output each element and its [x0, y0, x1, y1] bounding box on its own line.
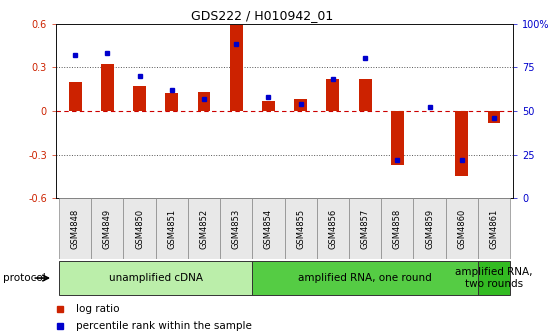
Text: GSM4849: GSM4849: [103, 208, 112, 249]
Bar: [326, 79, 339, 111]
Bar: [478, 198, 510, 259]
Bar: [285, 198, 317, 259]
Bar: [349, 198, 381, 259]
Bar: [198, 92, 210, 111]
Bar: [59, 198, 92, 259]
Text: GSM4852: GSM4852: [200, 208, 209, 249]
Text: GSM4851: GSM4851: [167, 208, 176, 249]
Bar: [59, 261, 252, 295]
Bar: [478, 261, 510, 295]
Text: GSM4861: GSM4861: [489, 208, 498, 249]
Bar: [156, 198, 188, 259]
Text: GSM4850: GSM4850: [135, 208, 144, 249]
Bar: [133, 86, 146, 111]
Text: GSM4860: GSM4860: [458, 208, 466, 249]
Text: protocol: protocol: [3, 273, 46, 283]
Bar: [455, 111, 468, 176]
Text: percentile rank within the sample: percentile rank within the sample: [76, 321, 252, 331]
Bar: [317, 198, 349, 259]
Bar: [220, 198, 252, 259]
Bar: [446, 198, 478, 259]
Text: GSM4854: GSM4854: [264, 208, 273, 249]
Text: GSM4855: GSM4855: [296, 208, 305, 249]
Title: GDS222 / H010942_01: GDS222 / H010942_01: [191, 9, 333, 23]
Text: amplified RNA,
two rounds: amplified RNA, two rounds: [455, 267, 533, 289]
Bar: [165, 93, 178, 111]
Bar: [252, 198, 285, 259]
Bar: [69, 82, 81, 111]
Text: GSM4859: GSM4859: [425, 208, 434, 249]
Bar: [294, 99, 307, 111]
Bar: [359, 79, 372, 111]
Text: GSM4858: GSM4858: [393, 208, 402, 249]
Text: GSM4853: GSM4853: [232, 208, 240, 249]
Bar: [488, 111, 501, 123]
Text: GSM4856: GSM4856: [329, 208, 338, 249]
Text: unamplified cDNA: unamplified cDNA: [109, 273, 203, 283]
Bar: [230, 25, 243, 111]
Bar: [188, 198, 220, 259]
Bar: [391, 111, 404, 165]
Bar: [381, 198, 413, 259]
Text: log ratio: log ratio: [76, 304, 120, 314]
Bar: [413, 198, 446, 259]
Bar: [92, 198, 123, 259]
Text: GSM4857: GSM4857: [360, 208, 369, 249]
Text: amplified RNA, one round: amplified RNA, one round: [299, 273, 432, 283]
Bar: [262, 101, 275, 111]
Bar: [101, 64, 114, 111]
Text: GSM4848: GSM4848: [71, 208, 80, 249]
Bar: [252, 261, 478, 295]
Bar: [123, 198, 156, 259]
